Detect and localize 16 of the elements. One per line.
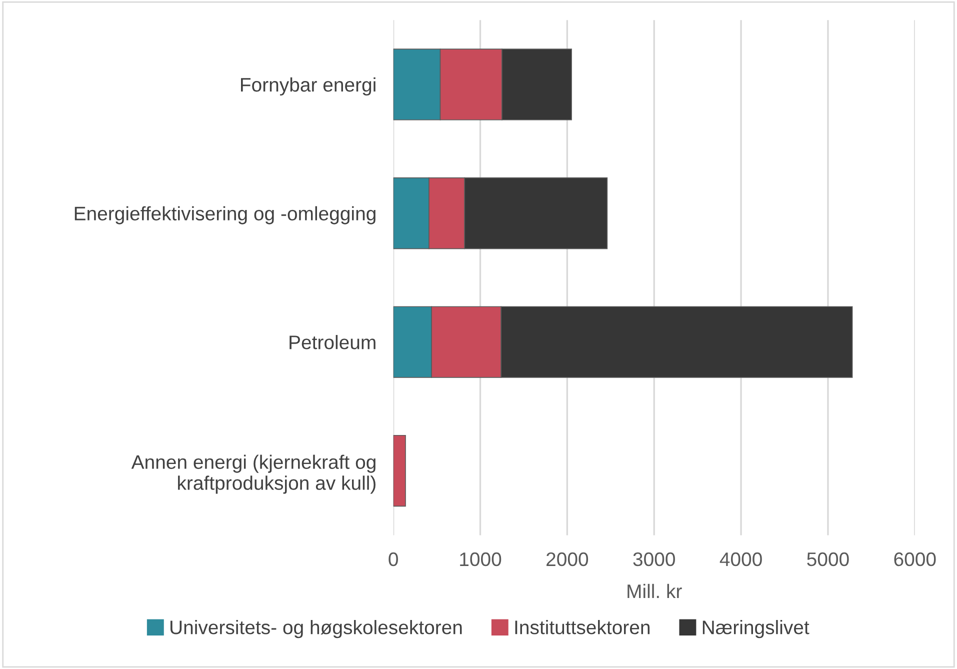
legend-label: Instituttsektoren <box>515 620 650 634</box>
x-tick-label: 6000 <box>894 552 936 566</box>
x-tick-label: 0 <box>388 552 398 566</box>
x-tick-label: 5000 <box>807 552 849 566</box>
x-tick-label: 4000 <box>720 552 762 566</box>
x-axis-title: Mill. kr <box>628 584 682 598</box>
y-tick-label: Petroleum <box>290 334 376 350</box>
y-tick-label: Energieffektivisering og -omlegging <box>74 206 376 224</box>
bar <box>393 434 406 507</box>
x-tick-label: 1000 <box>460 552 502 566</box>
x-tick-label: 3000 <box>633 552 675 566</box>
legend-label: Næringslivet <box>702 620 810 638</box>
x-tick-label: 2000 <box>546 552 588 566</box>
y-tick-label: Annen energi (kjernekraft og kraftproduksjon av kull) <box>131 454 376 494</box>
legend-label: Universitets- og høgskolesektoren <box>170 620 462 638</box>
y-tick-label: Fornybar energi <box>241 77 376 96</box>
